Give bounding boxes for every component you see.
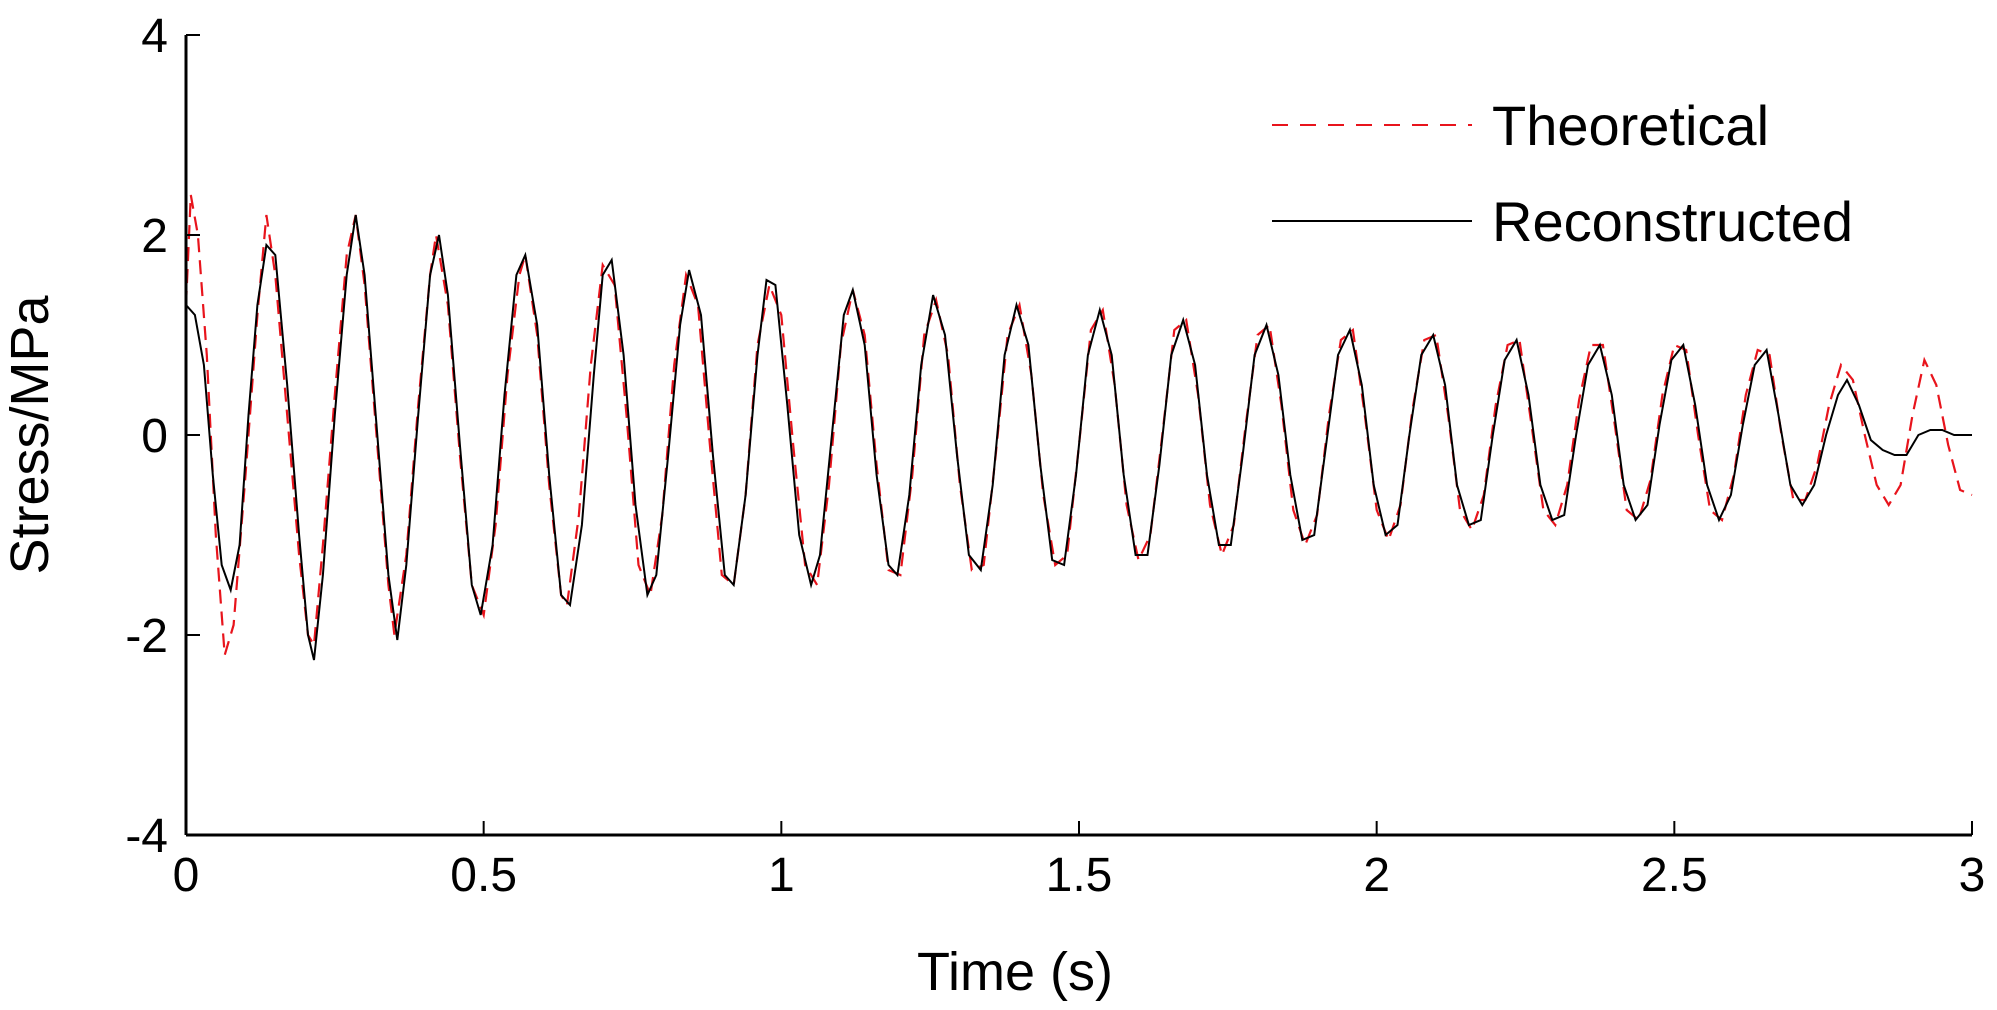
- plot-area: 0 0.5 1 1.5 2 2.5 3 -4 -2 0 2 4: [125, 10, 1985, 902]
- x-axis-title: Time (s): [917, 942, 1113, 1002]
- x-tick-label: 2.5: [1641, 849, 1708, 902]
- y-tick-label: 2: [141, 210, 168, 263]
- y-tick-label: -4: [125, 810, 168, 863]
- y-tick-label: 4: [141, 10, 168, 63]
- series-line-theoretical: [184, 194, 1973, 656]
- x-tick-label: 1: [768, 849, 795, 902]
- x-tick-label: 2: [1363, 849, 1390, 902]
- legend-label-theoretical: Theoretical: [1492, 94, 1769, 157]
- series-line-reconstructed: [185, 214, 1972, 661]
- y-ticks: -4 -2 0 2 4: [125, 10, 200, 863]
- series-layer: [184, 194, 1973, 661]
- x-tick-label: 1.5: [1046, 849, 1113, 902]
- x-tick-label: 3: [1959, 849, 1986, 902]
- legend: Theoretical Reconstructed: [1272, 94, 1853, 253]
- y-tick-label: -2: [125, 610, 168, 663]
- x-tick-label: 0.5: [450, 849, 517, 902]
- x-tick-label: 0: [173, 849, 200, 902]
- legend-label-reconstructed: Reconstructed: [1492, 190, 1853, 253]
- y-axis-title: Stress/MPa: [0, 295, 60, 575]
- x-ticks: 0 0.5 1 1.5 2 2.5 3: [173, 821, 1986, 902]
- y-tick-label: 0: [141, 410, 168, 463]
